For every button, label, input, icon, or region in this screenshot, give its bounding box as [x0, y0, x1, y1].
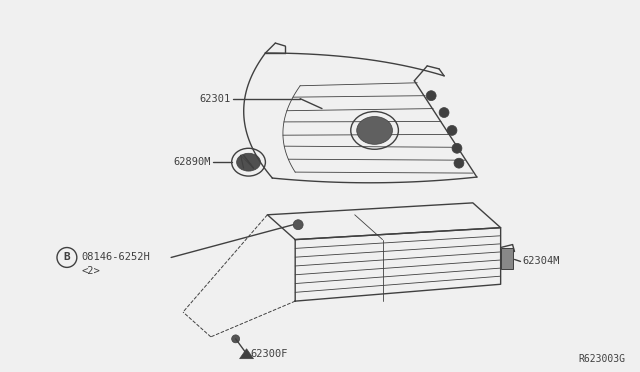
Text: <2>: <2> — [82, 266, 100, 276]
Text: R623003G: R623003G — [579, 354, 626, 364]
Text: 62300F: 62300F — [250, 349, 288, 359]
Ellipse shape — [237, 153, 260, 171]
Circle shape — [447, 125, 457, 135]
Text: 08146-6252H: 08146-6252H — [82, 253, 150, 263]
Circle shape — [439, 108, 449, 118]
Polygon shape — [239, 349, 253, 359]
Text: 62304M: 62304M — [522, 256, 560, 266]
Circle shape — [232, 335, 239, 343]
Circle shape — [426, 91, 436, 101]
FancyBboxPatch shape — [500, 247, 513, 269]
Ellipse shape — [356, 116, 392, 144]
Circle shape — [293, 220, 303, 230]
Circle shape — [454, 158, 464, 168]
Text: 62301: 62301 — [200, 94, 230, 104]
Text: 62890M: 62890M — [173, 157, 211, 167]
Text: B: B — [63, 253, 70, 263]
Circle shape — [452, 143, 462, 153]
